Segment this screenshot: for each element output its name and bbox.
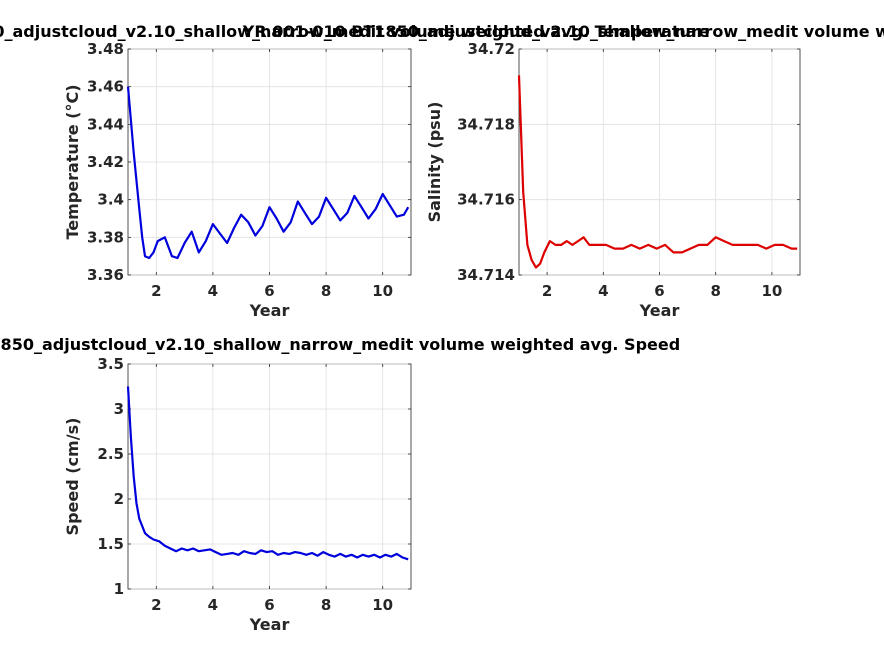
speed-x-tick-label: 10 [372, 596, 393, 614]
salinity-y-axis-label: Salinity (psu) [425, 102, 444, 223]
speed-y-tick-label: 1 [114, 580, 124, 598]
temperature-y-tick-label: 3.36 [87, 266, 124, 284]
salinity-y-tick-label: 34.716 [457, 191, 515, 209]
temperature-x-tick-label: 4 [208, 282, 218, 300]
temperature-y-tick-label: 3.42 [87, 153, 124, 171]
temperature-x-axis-label: Year [249, 301, 290, 320]
salinity-x-axis-label: Year [639, 301, 680, 320]
speed-series-line [126, 386, 409, 561]
temperature-y-axis-label: Temperature (°C) [63, 84, 82, 239]
speed-x-tick-label: 2 [151, 596, 161, 614]
temperature-y-tick-label: 3.46 [87, 78, 124, 96]
speed-y-tick-label: 3.5 [97, 355, 124, 373]
speed-panel: YR 001-010 BT1850_adjustcloud_v2.10_shal… [0, 335, 680, 634]
salinity-y-tick-label: 34.714 [457, 266, 515, 284]
salinity-x-tick-label: 8 [710, 282, 720, 300]
speed-x-tick-label: 6 [264, 596, 274, 614]
speed-y-axis-label: Speed (cm/s) [63, 418, 82, 536]
speed-y-tick-label: 2.5 [97, 445, 124, 463]
speed-y-tick-label: 1.5 [97, 535, 124, 553]
salinity-x-tick-label: 6 [654, 282, 664, 300]
speed-x-tick-label: 8 [321, 596, 331, 614]
temperature-x-tick-label: 6 [264, 282, 274, 300]
salinity-title: YR 001-010 BT1850_adjustcloud_v2.10_shal… [242, 22, 884, 41]
salinity-y-tick-label: 34.718 [457, 115, 515, 133]
temperature-title: YR 001-010 BT1850_adjustcloud_v2.10_shal… [0, 22, 710, 41]
temperature-y-tick-label: 3.48 [87, 40, 124, 58]
salinity-series-line [517, 75, 798, 269]
speed-y-tick-label: 3 [114, 400, 124, 418]
speed-x-axis-label: Year [249, 615, 290, 634]
salinity-panel: YR 001-010 BT1850_adjustcloud_v2.10_shal… [242, 22, 884, 320]
salinity-x-tick-label: 10 [761, 282, 782, 300]
temperature-series-line [126, 86, 410, 260]
speed-y-tick-label: 2 [114, 490, 124, 508]
salinity-x-tick-label: 4 [598, 282, 608, 300]
temperature-x-tick-label: 10 [372, 282, 393, 300]
temperature-x-tick-label: 8 [321, 282, 331, 300]
speed-x-tick-label: 4 [208, 596, 218, 614]
temperature-y-tick-label: 3.38 [87, 228, 124, 246]
temperature-y-tick-label: 3.44 [87, 115, 124, 133]
speed-title: YR 001-010 BT1850_adjustcloud_v2.10_shal… [0, 335, 680, 354]
salinity-x-tick-label: 2 [542, 282, 552, 300]
temperature-panel: YR 001-010 BT1850_adjustcloud_v2.10_shal… [0, 22, 710, 320]
temperature-y-tick-label: 3.4 [97, 191, 124, 209]
salinity-y-tick-label: 34.72 [468, 40, 515, 58]
temperature-x-tick-label: 2 [151, 282, 161, 300]
